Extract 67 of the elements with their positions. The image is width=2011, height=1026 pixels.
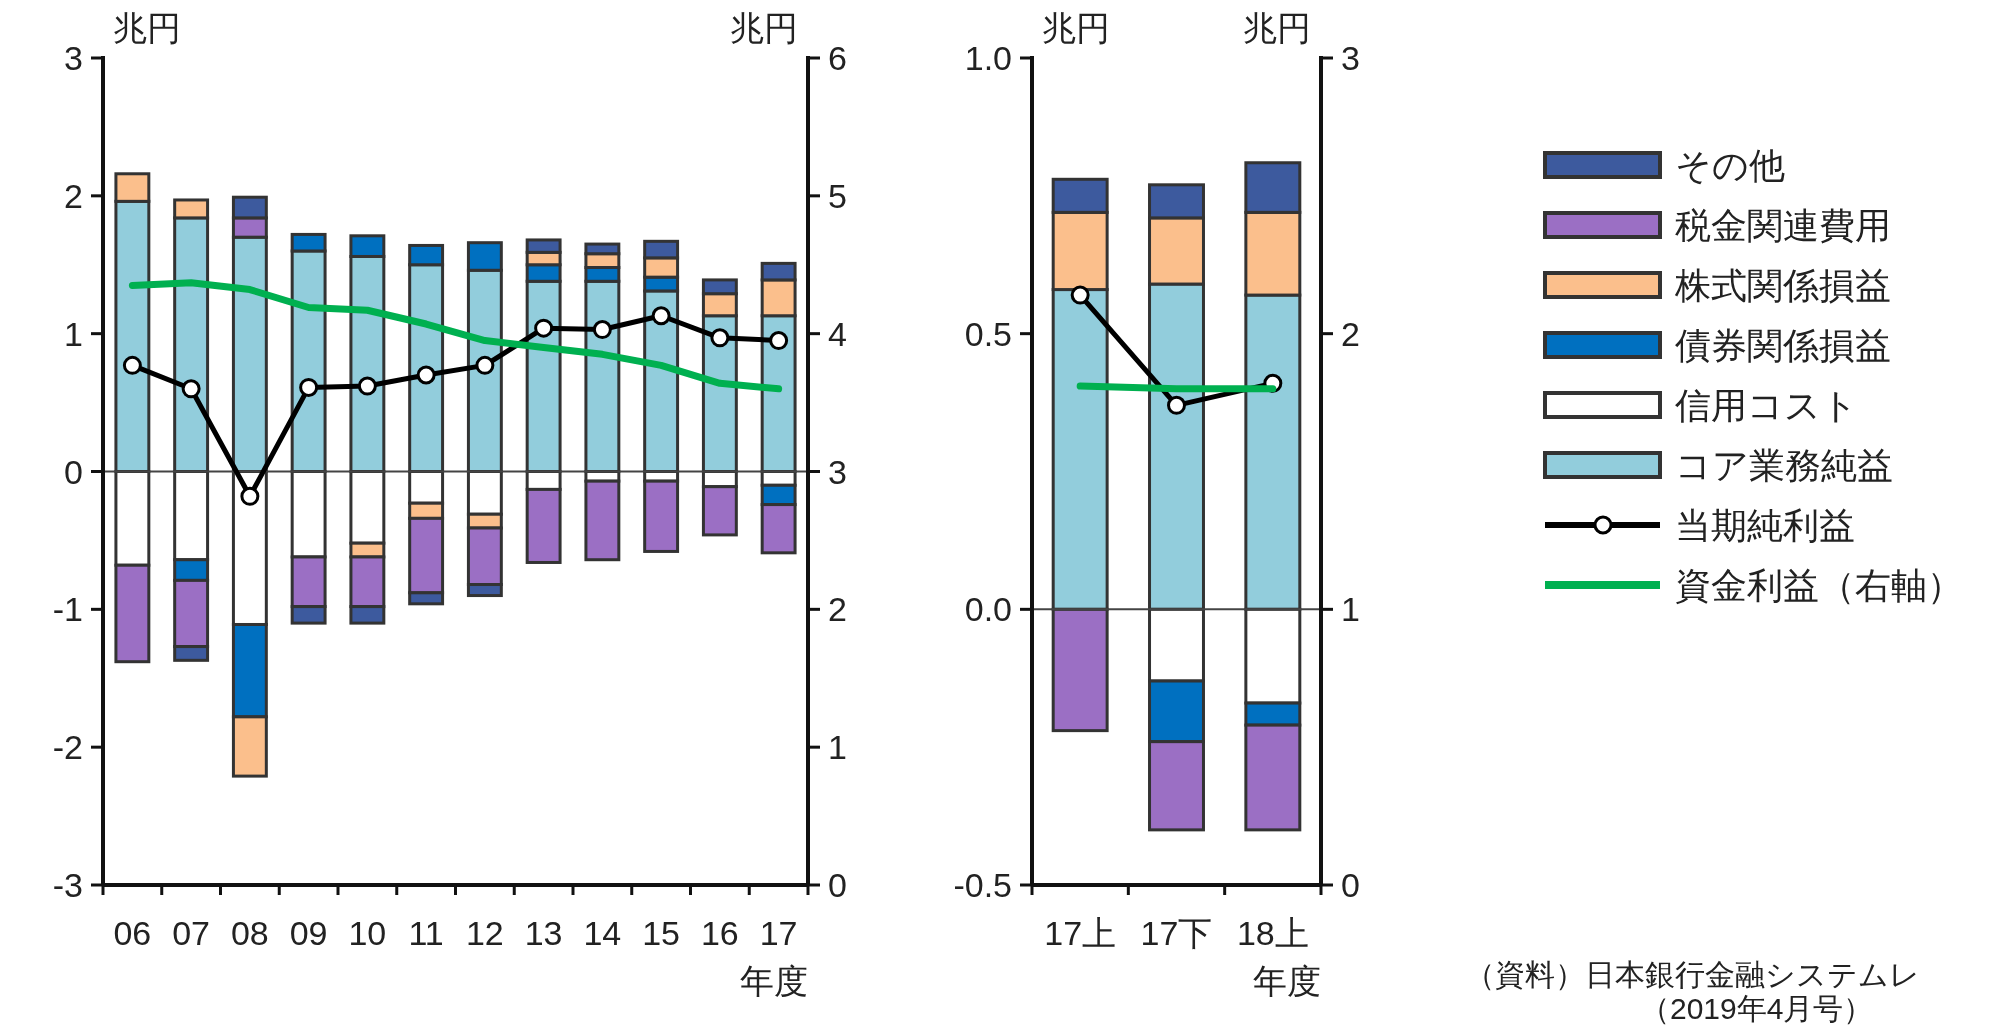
y2-tick-label: 0 [828, 866, 847, 904]
y-tick-label: 1 [64, 314, 83, 353]
point [1167, 395, 1186, 415]
y-axis-title: 兆円 [1042, 9, 1110, 47]
x-tick-label: 17下 [1140, 914, 1213, 952]
annotation: （2019年4月号） [1640, 992, 1874, 1025]
x-tick-label: 15 [642, 914, 681, 952]
legend-label: 信用コスト [1675, 385, 1858, 426]
y-tick-label: 3 [64, 39, 83, 77]
x-tick-label: 17上 [1044, 914, 1117, 952]
y-tick-label: -3 [52, 866, 83, 904]
y2-tick-label: 1 [1341, 590, 1360, 629]
legend-label: コア業務純益 [1675, 445, 1893, 486]
x-axis-title: 年度 [740, 962, 808, 1000]
x-tick-label: 16 [700, 914, 739, 952]
point [357, 376, 377, 396]
y2-tick-label: 2 [1341, 314, 1360, 353]
legend-label: その他 [1675, 145, 1785, 186]
x-tick-label: 17 [759, 914, 798, 952]
y2-axis-title: 兆円 [1243, 9, 1311, 47]
legend-label: 資金利益（右軸） [1675, 565, 1963, 606]
legend-label: 税金関連費用 [1675, 205, 1891, 246]
point [181, 379, 201, 399]
legend-label: 債券関係損益 [1675, 325, 1891, 366]
x-tick-label: 12 [465, 914, 504, 952]
x-tick-label: 18上 [1236, 914, 1309, 952]
y-tick-label: 1.0 [964, 39, 1012, 77]
y2-tick-label: 6 [828, 39, 847, 77]
y2-tick-label: 3 [828, 452, 847, 491]
point [769, 331, 789, 351]
point [1070, 285, 1090, 305]
point [592, 320, 612, 340]
x-tick-label: 06 [113, 914, 152, 952]
x-axis-title: 年度 [1253, 962, 1321, 1000]
legend-label: 株式関係損益 [1674, 265, 1891, 306]
legend-label: 当期純利益 [1675, 505, 1855, 546]
point [299, 377, 319, 397]
y2-tick-label: 3 [1341, 39, 1360, 77]
point [651, 306, 671, 326]
x-tick-label: 09 [289, 914, 328, 952]
x-tick-label: 08 [230, 914, 269, 952]
x-tick-label: 14 [583, 914, 622, 952]
point [475, 355, 495, 375]
y2-tick-label: 1 [828, 728, 847, 767]
point [416, 365, 436, 385]
point [240, 486, 260, 506]
y-axis-title: 兆円 [113, 9, 181, 47]
point [534, 318, 554, 338]
x-tick-label: 13 [524, 914, 563, 952]
y-tick-label: -2 [52, 728, 83, 767]
y2-tick-label: 4 [828, 314, 847, 353]
y-tick-label: -1 [52, 590, 83, 629]
y2-tick-label: 2 [828, 590, 847, 629]
point [122, 355, 142, 375]
y-tick-label: -0.5 [953, 866, 1012, 904]
y-tick-label: 0.0 [964, 590, 1012, 629]
x-tick-label: 07 [172, 914, 211, 952]
y2-axis-title: 兆円 [730, 9, 798, 47]
y2-tick-label: 5 [828, 176, 847, 215]
annotation: （資料）日本銀行金融システムレ [1465, 958, 1920, 991]
y2-tick-label: 0 [1341, 866, 1360, 904]
y-tick-label: 0.5 [964, 314, 1012, 353]
point [710, 328, 730, 348]
y-tick-label: 2 [64, 176, 83, 215]
x-tick-label: 11 [408, 914, 444, 952]
y-tick-label: 0 [64, 452, 83, 491]
x-tick-label: 10 [348, 914, 387, 952]
